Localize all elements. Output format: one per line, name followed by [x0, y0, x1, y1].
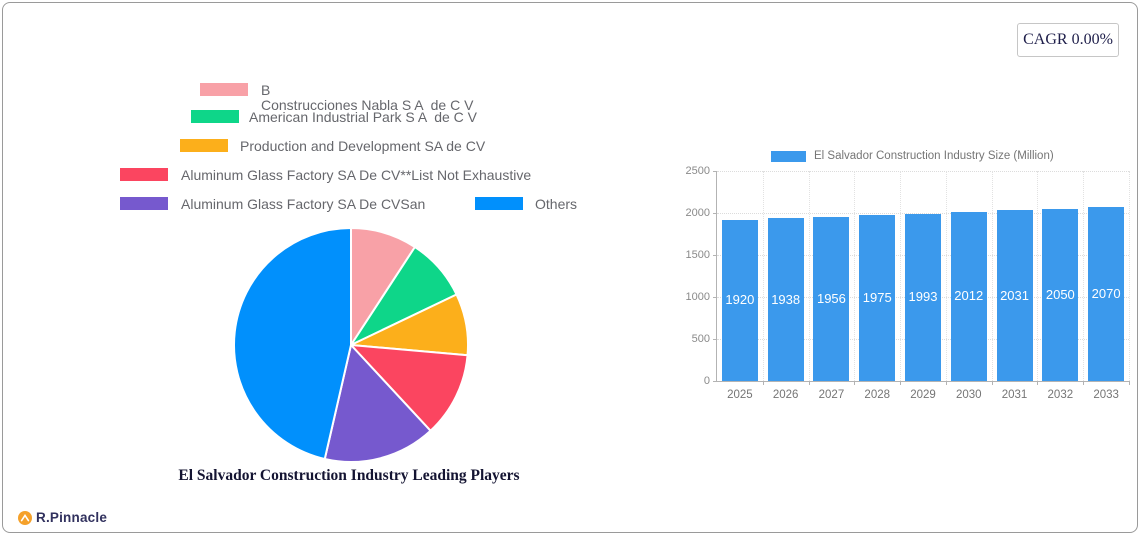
- y-tick-label-1000: 1000: [685, 291, 710, 303]
- bar-value-label-2025: 1920: [725, 292, 755, 308]
- legend-swatch-3[interactable]: [120, 168, 168, 181]
- bar-value-label-2031: 2031: [1000, 287, 1029, 303]
- bar-value-label-2026: 1938: [771, 291, 801, 307]
- bar-value-label-2027: 1956: [816, 290, 846, 306]
- pie-chart-title: El Salvador Construction Industry Leadin…: [178, 467, 520, 484]
- bar-plot-area: 0 500 1000 1500 2000 2500 1920 2025 1938 2026 1956…: [686, 165, 1130, 401]
- bar-chart-legend[interactable]: El Salvador Construction Industry Size (…: [771, 150, 1054, 162]
- y-tick-mark: [713, 213, 717, 214]
- pie-graphic[interactable]: [227, 221, 475, 469]
- legend-label-1[interactable]: American Industrial Park S A de C V: [249, 109, 477, 125]
- bar-value-label-2030: 2012: [954, 288, 984, 304]
- bar-2032[interactable]: [1042, 208, 1079, 381]
- bar-2028[interactable]: [859, 215, 896, 381]
- y-tick-mark: [713, 381, 717, 382]
- cagr-label: CAGR 0.00%: [1023, 31, 1113, 48]
- gridline-v: [1129, 171, 1130, 381]
- legend-swatch-0[interactable]: [200, 83, 248, 96]
- brand-logo: R.Pinnacle: [18, 510, 107, 525]
- y-tick-label-2000: 2000: [685, 207, 710, 219]
- x-tick-mark: [762, 381, 764, 385]
- y-tick-mark: [713, 339, 717, 340]
- bar-value-label-2033: 2070: [1091, 286, 1121, 302]
- x-axis-label-2032: 2032: [1047, 389, 1074, 401]
- pie-slice-4[interactable]: [323, 344, 432, 463]
- y-tick-label-0: 0: [703, 375, 710, 387]
- y-tick-label-1500: 1500: [685, 249, 710, 261]
- legend-swatch-1[interactable]: [191, 110, 239, 123]
- x-tick-mark: [1037, 381, 1039, 385]
- brand-name: R.Pinnacle: [36, 510, 108, 525]
- y-tick-mark: [713, 255, 717, 256]
- pie-slice-3[interactable]: [350, 344, 469, 432]
- legend-label-0[interactable]: B: [261, 82, 271, 98]
- gridline-v: [854, 171, 856, 381]
- x-tick-mark: [945, 381, 947, 385]
- pinnacle-logo-icon: [18, 510, 32, 525]
- legend-label-3[interactable]: Aluminum Glass Factory SA De CV**List No…: [181, 167, 532, 183]
- bar-2033[interactable]: [1088, 207, 1125, 381]
- y-tick-label-500: 500: [691, 333, 710, 345]
- x-tick-mark: [900, 381, 902, 385]
- pie-slice-5[interactable]: [233, 227, 352, 461]
- bar-value-label-2032: 2050: [1045, 286, 1075, 302]
- legend-swatch-5[interactable]: [475, 197, 523, 210]
- x-axis-label-2029: 2029: [910, 389, 936, 401]
- x-tick-mark: [1129, 381, 1130, 385]
- gridline-v: [900, 171, 902, 381]
- x-tick-mark: [1083, 381, 1085, 385]
- gridline-v: [808, 171, 810, 381]
- x-tick-mark: [854, 381, 856, 385]
- x-tick-mark: [808, 381, 810, 385]
- legend-swatch-4[interactable]: [120, 197, 168, 210]
- bar-2031[interactable]: [996, 210, 1033, 381]
- x-axis-label-2027: 2027: [818, 389, 845, 401]
- bar-2025[interactable]: [721, 219, 758, 381]
- legend-swatch-2[interactable]: [180, 139, 228, 152]
- bar-2030[interactable]: [950, 212, 987, 381]
- y-tick-mark: [713, 297, 717, 298]
- gridline-v: [991, 171, 993, 381]
- gridline-v: [762, 171, 764, 381]
- x-axis-label-2028: 2028: [864, 389, 891, 401]
- x-axis-label-2031: 2031: [1001, 389, 1028, 401]
- bar-2026[interactable]: [767, 218, 804, 381]
- gridline-h-2000: [717, 213, 1129, 214]
- x-axis-label-2033: 2033: [1093, 389, 1119, 401]
- gridline-v: [1083, 171, 1085, 381]
- bar-value-label-2028: 1975: [862, 290, 892, 306]
- x-axis-label-2026: 2026: [772, 389, 799, 401]
- x-tick-mark: [991, 381, 993, 385]
- gridline-h-2500: [717, 171, 1129, 172]
- bar-2029[interactable]: [905, 213, 941, 381]
- bar-2027[interactable]: [813, 216, 850, 381]
- bar-legend-swatch: [771, 150, 806, 162]
- bar-legend-label: El Salvador Construction Industry Size (…: [814, 150, 1054, 162]
- y-tick-mark: [713, 171, 717, 172]
- cagr-badge: CAGR 0.00%: [1017, 23, 1119, 57]
- legend-label-4[interactable]: Aluminum Glass Factory SA De CVSan: [181, 196, 426, 212]
- gridline-v: [1037, 171, 1039, 381]
- gridline-v: [945, 171, 947, 381]
- legend-label-0-line2: Construcciones Nabla S A de C V: [261, 97, 474, 113]
- legend-label-2[interactable]: Production and Development SA de CV: [240, 138, 486, 154]
- x-axis-label-2025: 2025: [727, 389, 753, 401]
- x-axis-label-2030: 2030: [955, 389, 982, 401]
- bar-value-label-2029: 1993: [908, 289, 938, 305]
- y-tick-label-2500: 2500: [685, 165, 710, 177]
- legend-label-5[interactable]: Others: [535, 196, 578, 212]
